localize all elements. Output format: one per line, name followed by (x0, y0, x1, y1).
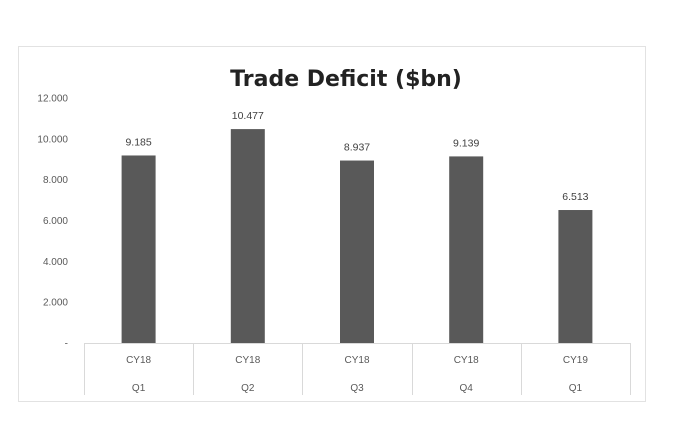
bars-group (121, 129, 593, 343)
x-tick-label-quarter: Q3 (350, 383, 364, 394)
y-tick-label: 8.000 (43, 175, 68, 186)
y-tick-label: - (65, 339, 68, 350)
x-axis: CY18 Q1 CY18 Q2 CY18 Q3 CY18 Q4 CY19 Q1 (84, 343, 631, 395)
y-tick-label: 4.000 (43, 257, 68, 268)
x-tick-label-year: CY19 (563, 355, 588, 366)
y-tick-label: 6.000 (43, 216, 68, 227)
data-labels-group: 9.185 10.477 8.937 9.139 6.513 (125, 110, 588, 203)
bar (340, 160, 374, 343)
x-tick-label-quarter: Q4 (460, 383, 474, 394)
x-tick-label-year: CY18 (344, 355, 369, 366)
y-tick-label: 10.000 (37, 134, 68, 145)
x-tick-label-year: CY18 (454, 355, 479, 366)
bar (121, 155, 156, 343)
x-tick-label-year: CY18 (235, 355, 260, 366)
bar (230, 129, 265, 343)
y-tick-label: 2.000 (43, 298, 68, 309)
data-label: 10.477 (232, 110, 264, 122)
bar (449, 156, 484, 343)
data-label: 9.185 (125, 136, 151, 148)
chart-title: Trade Deficit ($bn) (230, 67, 462, 92)
data-label: 8.937 (344, 142, 370, 154)
chart-frame (18, 46, 646, 402)
x-tick-label-quarter: Q2 (241, 383, 255, 394)
data-label: 9.139 (453, 137, 479, 149)
bar (558, 210, 593, 343)
data-label: 6.513 (562, 191, 588, 203)
x-tick-label-year: CY18 (126, 355, 151, 366)
x-tick-label-quarter: Q1 (569, 383, 583, 394)
x-tick-label-quarter: Q1 (132, 383, 146, 394)
y-tick-label: 12.000 (37, 94, 68, 105)
y-axis: - 2.000 4.000 6.000 8.000 10.000 12.000 (37, 94, 68, 350)
